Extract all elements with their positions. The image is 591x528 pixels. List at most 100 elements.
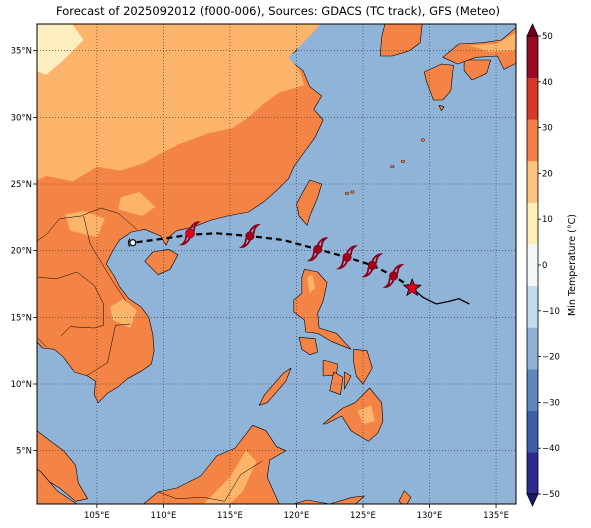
colorbar-segment [527, 285, 538, 328]
typhoon-arm-upper [346, 245, 358, 256]
land-sumatra [37, 468, 78, 504]
typhoon-arm-upper [392, 264, 405, 274]
land-cool-northwest [37, 24, 84, 75]
typhoon-eye [313, 244, 323, 254]
tc-forecast-track [132, 232, 413, 289]
tc-observed-track [411, 287, 470, 305]
land-ryukyu-islet [390, 165, 395, 169]
lon-tick-label: 120°E [284, 511, 310, 521]
land-korea-north [376, 0, 423, 16]
colorbar-under-extend [526, 493, 539, 507]
colorbar-segment [527, 119, 538, 162]
typhoon-eye [342, 252, 352, 262]
typhoon-arm-lower [361, 267, 374, 278]
typhoon-arm-upper [316, 237, 329, 248]
typhoon-arm-upper [248, 224, 261, 234]
country-border [38, 271, 104, 337]
land-mindoro [298, 336, 319, 356]
land-kyushu [423, 63, 454, 101]
land-luzon-mild [307, 274, 316, 294]
colorbar-segment [527, 369, 538, 412]
plot-frame [36, 23, 517, 505]
colorbar-segment [527, 410, 538, 453]
land-mindanao [322, 387, 384, 442]
land-ryukyu-islet [420, 138, 425, 142]
colorbar-segment [527, 202, 538, 245]
colorbar-segment [527, 327, 538, 370]
country-border [59, 207, 137, 230]
typhoon-arm-upper [189, 221, 201, 232]
typhoon-symbol [382, 264, 405, 288]
colorbar-segment [527, 77, 538, 120]
lon-tick-label: 115°E [217, 511, 243, 521]
figure-title: Forecast of 2025092012 (f000-006), Sourc… [56, 4, 500, 18]
typhoon-arm-lower [179, 235, 191, 246]
land-mindanao-mild [357, 405, 375, 424]
colorbar-segment [527, 36, 538, 78]
lat-tick-label: 20°N [11, 247, 32, 257]
colorbar-tick-label: 40 [542, 78, 553, 88]
colorbar-segment [527, 160, 538, 203]
typhoon-eye [367, 260, 377, 270]
typhoon-symbol [306, 237, 329, 262]
land-shikoku [463, 59, 492, 81]
land-mild-north-vietnam [64, 210, 105, 238]
land-ryukyu-islet [344, 191, 350, 195]
land-palawan [258, 367, 292, 406]
lat-tick-label: 35°N [11, 47, 32, 57]
land-sulawesi [293, 495, 365, 504]
land-mild-north [37, 24, 321, 182]
typhoon-arm-lower [382, 278, 395, 288]
colorbar-tick-label: 10 [542, 215, 553, 225]
lat-tick-label: 5°N [16, 447, 32, 457]
lon-tick-label: 110°E [150, 511, 176, 521]
colorbar-over-extend [526, 23, 539, 37]
lon-tick-label: 125°E [350, 511, 376, 521]
colorbar-tick-label: 20 [542, 169, 553, 179]
land-tanegashima [438, 105, 445, 111]
colorbar-tick-label: −30 [542, 398, 560, 408]
lon-tick-label: 135°E [483, 511, 509, 521]
colorbar-tick-label: −50 [542, 490, 560, 500]
land-mild-guangxi [118, 192, 156, 216]
typhoon-arm-upper [371, 253, 384, 264]
country-border [158, 461, 263, 502]
land-halmahera [398, 490, 412, 504]
land-ryukyu-islet [400, 159, 405, 163]
low-pressure-arm [127, 238, 131, 247]
country-border [37, 337, 47, 347]
land-hainan [144, 249, 179, 276]
land-korea [379, 24, 423, 57]
land-ryukyu-islet [350, 190, 355, 194]
typhoon-eye [245, 231, 255, 241]
lat-tick-label: 30°N [11, 113, 32, 123]
land-borneo [143, 424, 287, 504]
colorbar-tick-label: −40 [542, 444, 560, 454]
lat-tick-label: 25°N [11, 180, 32, 190]
colorbar-tick-label: −20 [542, 353, 560, 363]
colorbar-label: Min Temperature (°C) [567, 214, 578, 316]
colorbar-segment [527, 244, 538, 287]
typhoon-arm-lower [306, 251, 319, 262]
colorbar-tick-label: 0 [542, 261, 547, 271]
current-position-star [402, 277, 422, 297]
typhoon-arm-lower [336, 259, 348, 270]
country-border [83, 215, 127, 302]
lat-tick-label: 10°N [11, 380, 32, 390]
land-luzon [293, 268, 352, 350]
country-border [37, 218, 60, 242]
colorbar-tick-label: 30 [542, 124, 553, 134]
typhoon-symbol [336, 245, 358, 270]
map-layers [37, 0, 516, 504]
land-taiwan [296, 179, 323, 226]
lon-tick-label: 105°E [84, 511, 110, 521]
colorbar-segment [527, 452, 538, 495]
colorbar-tick-label: −10 [542, 307, 560, 317]
colorbar-tick-label: 50 [542, 32, 553, 42]
typhoon-symbol [361, 253, 384, 278]
low-pressure-marker [129, 239, 137, 247]
land-cebu [344, 371, 352, 390]
typhoon-eye [389, 271, 399, 281]
land-mild-highlands [110, 298, 137, 328]
